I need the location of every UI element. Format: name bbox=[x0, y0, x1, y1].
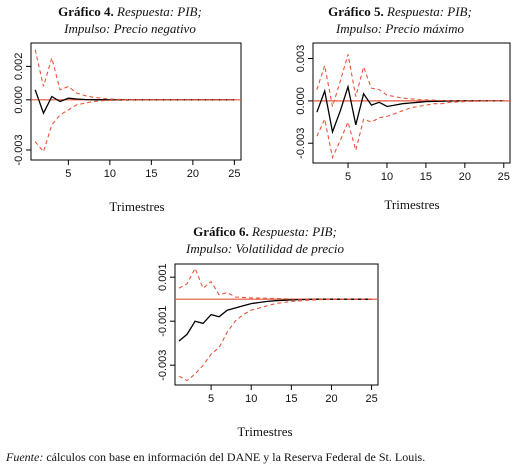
chart-6-upper-band-line bbox=[178, 267, 372, 300]
chart-4-x-tick-label: 20 bbox=[187, 168, 199, 180]
chart-5-title-number: Gráfico 5. bbox=[328, 4, 384, 19]
source-lead: Fuente: bbox=[6, 450, 44, 464]
source-note: Fuente: cálculos con base en información… bbox=[6, 450, 425, 465]
chart-5-plot-frame bbox=[312, 42, 511, 164]
chart-6-x-tick-label: 25 bbox=[365, 393, 377, 405]
chart-6-x-tick-label: 10 bbox=[245, 393, 257, 405]
chart-5-x-tick-label: 25 bbox=[498, 171, 510, 183]
chart-5-upper-band-line bbox=[316, 54, 504, 107]
chart-6-plot-frame bbox=[174, 263, 379, 386]
chart-4-plot-frame bbox=[30, 42, 242, 161]
chart-4-upper-band-line bbox=[34, 49, 235, 101]
chart-5-title: Gráfico 5. Respuesta: PIB; Impulso: Prec… bbox=[290, 3, 510, 37]
chart-6-subtitle: Impulso: Volatilidad de precio bbox=[185, 241, 345, 256]
chart-5-x-axis-label: Trimestres bbox=[384, 197, 440, 212]
chart-5-x-tick-label: 15 bbox=[420, 171, 432, 183]
chart-4-x-tick-label: 10 bbox=[104, 168, 116, 180]
chart-4-title-text: Respuesta: PIB; bbox=[117, 4, 202, 19]
chart-5-subtitle: Impulso: Precio máximo bbox=[335, 21, 465, 36]
chart-6-lower-band-line bbox=[178, 298, 372, 382]
chart-6-y-tick-label: -0.003 bbox=[157, 350, 169, 381]
chart-6-y-tick-label: -0.001 bbox=[157, 306, 169, 337]
chart-4-title-number: Gráfico 4. bbox=[58, 4, 114, 19]
chart-4-y-tick-label: -0.003 bbox=[13, 134, 25, 165]
chart-4-x-axis-label: Trimestres bbox=[109, 199, 165, 214]
chart-5-x-tick-label: 5 bbox=[345, 171, 351, 183]
chart-6-title: Gráfico 6. Respuesta: PIB; Impulso: Vola… bbox=[150, 223, 380, 257]
chart-5-response-line bbox=[316, 84, 504, 135]
chart-5-x-tick-label: 10 bbox=[381, 171, 393, 183]
chart-4-x-tick-label: 15 bbox=[145, 168, 157, 180]
chart-5-y-tick-label: -0.003 bbox=[295, 128, 307, 159]
chart-6-title-text: Respuesta: PIB; bbox=[252, 224, 337, 239]
chart-5-y-tick-label: 0.000 bbox=[295, 87, 307, 115]
chart-6-y-tick-label: 0.001 bbox=[157, 263, 169, 291]
chart-4-lower-band-line bbox=[34, 99, 235, 153]
chart-4-subtitle: Impulso: Precio negativo bbox=[64, 21, 196, 36]
chart-4-x-tick-label: 5 bbox=[65, 168, 71, 180]
chart-6-title-number: Gráfico 6. bbox=[193, 224, 249, 239]
chart-6-x-tick-label: 5 bbox=[208, 393, 214, 405]
chart-4-y-tick-label: 0.002 bbox=[13, 53, 25, 81]
chart-4-title: Gráfico 4. Respuesta: PIB; Impulso: Prec… bbox=[20, 3, 240, 37]
chart-6-x-axis-label: Trimestres bbox=[237, 424, 293, 439]
source-text: cálculos con base en información del DAN… bbox=[46, 450, 426, 464]
chart-4-y-tick-label: 0.000 bbox=[13, 86, 25, 114]
chart-5-title-text: Respuesta: PIB; bbox=[387, 4, 472, 19]
chart-5-x-tick-label: 20 bbox=[459, 171, 471, 183]
chart-6-x-tick-label: 20 bbox=[325, 393, 337, 405]
chart-5-y-tick-label: 0.003 bbox=[295, 45, 307, 73]
chart-6-response-line bbox=[178, 298, 372, 342]
chart-4-x-tick-label: 25 bbox=[228, 168, 240, 180]
chart-6-x-tick-label: 15 bbox=[285, 393, 297, 405]
